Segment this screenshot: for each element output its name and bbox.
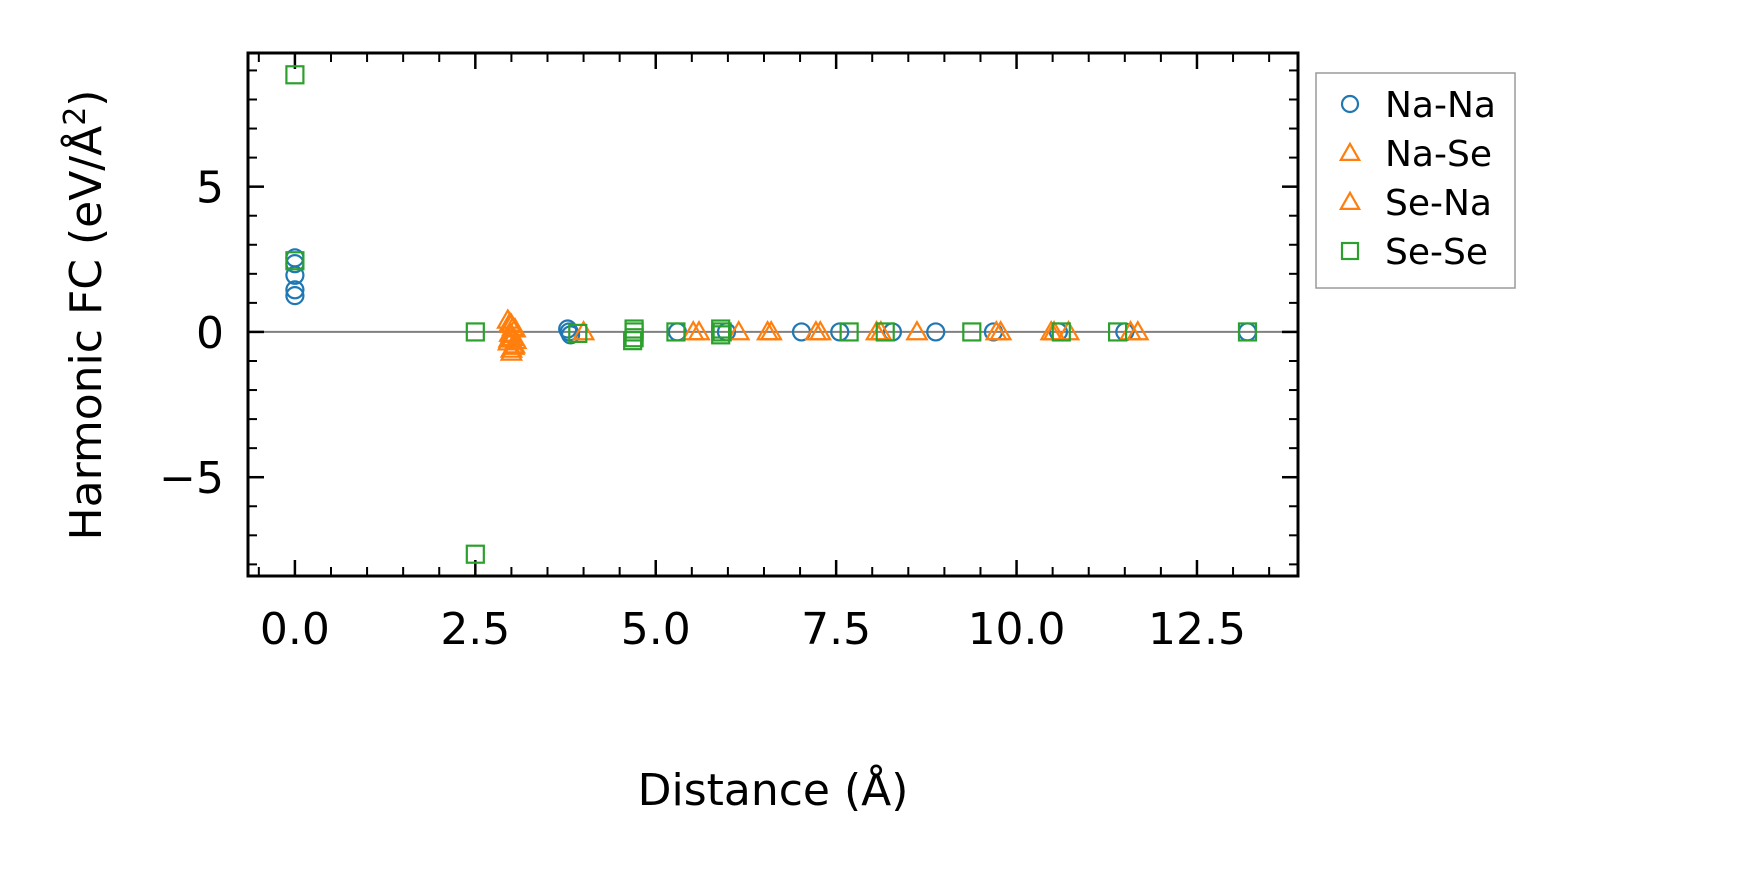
y-axis-label: Harmonic FC (eV/Å2) [58,90,112,541]
data-point [758,322,778,339]
legend-label-na-se: Na-Se [1385,134,1492,175]
legend-label-na-na: Na-Na [1385,85,1496,126]
scatter-chart: 0.0 2.5 5.0 7.5 10.0 12.5 −5 0 5 Distance (Å) Ha… [0,0,1737,883]
y-axis-label-suffix: ) [61,90,112,107]
y-axis-label-main: Harmonic FC (eV/Å [59,126,112,541]
x-tick-label: 12.5 [1148,604,1246,655]
x-tick-label: 5.0 [621,604,691,655]
series-se-na [499,313,1140,359]
y-tick-label: −5 [159,453,224,504]
legend: Na-Na Na-Se Se-Na Se-Se [1316,73,1515,288]
x-axis-label: Distance (Å) [638,763,909,816]
legend-label-se-se: Se-Se [1385,232,1488,273]
x-tick-label: 0.0 [260,604,330,655]
data-point [907,322,927,339]
series-se-se [286,66,1256,562]
y-tick-label: 0 [196,308,224,359]
x-tick-label: 2.5 [440,604,510,655]
x-tick-label: 7.5 [801,604,871,655]
plot-area-frame [248,53,1298,576]
y-axis-label-superscript: 2 [58,107,93,126]
y-tick-label: 5 [196,163,224,214]
data-point [761,322,781,339]
x-tick-label: 10.0 [968,604,1066,655]
legend-label-se-na: Se-Na [1385,183,1492,224]
